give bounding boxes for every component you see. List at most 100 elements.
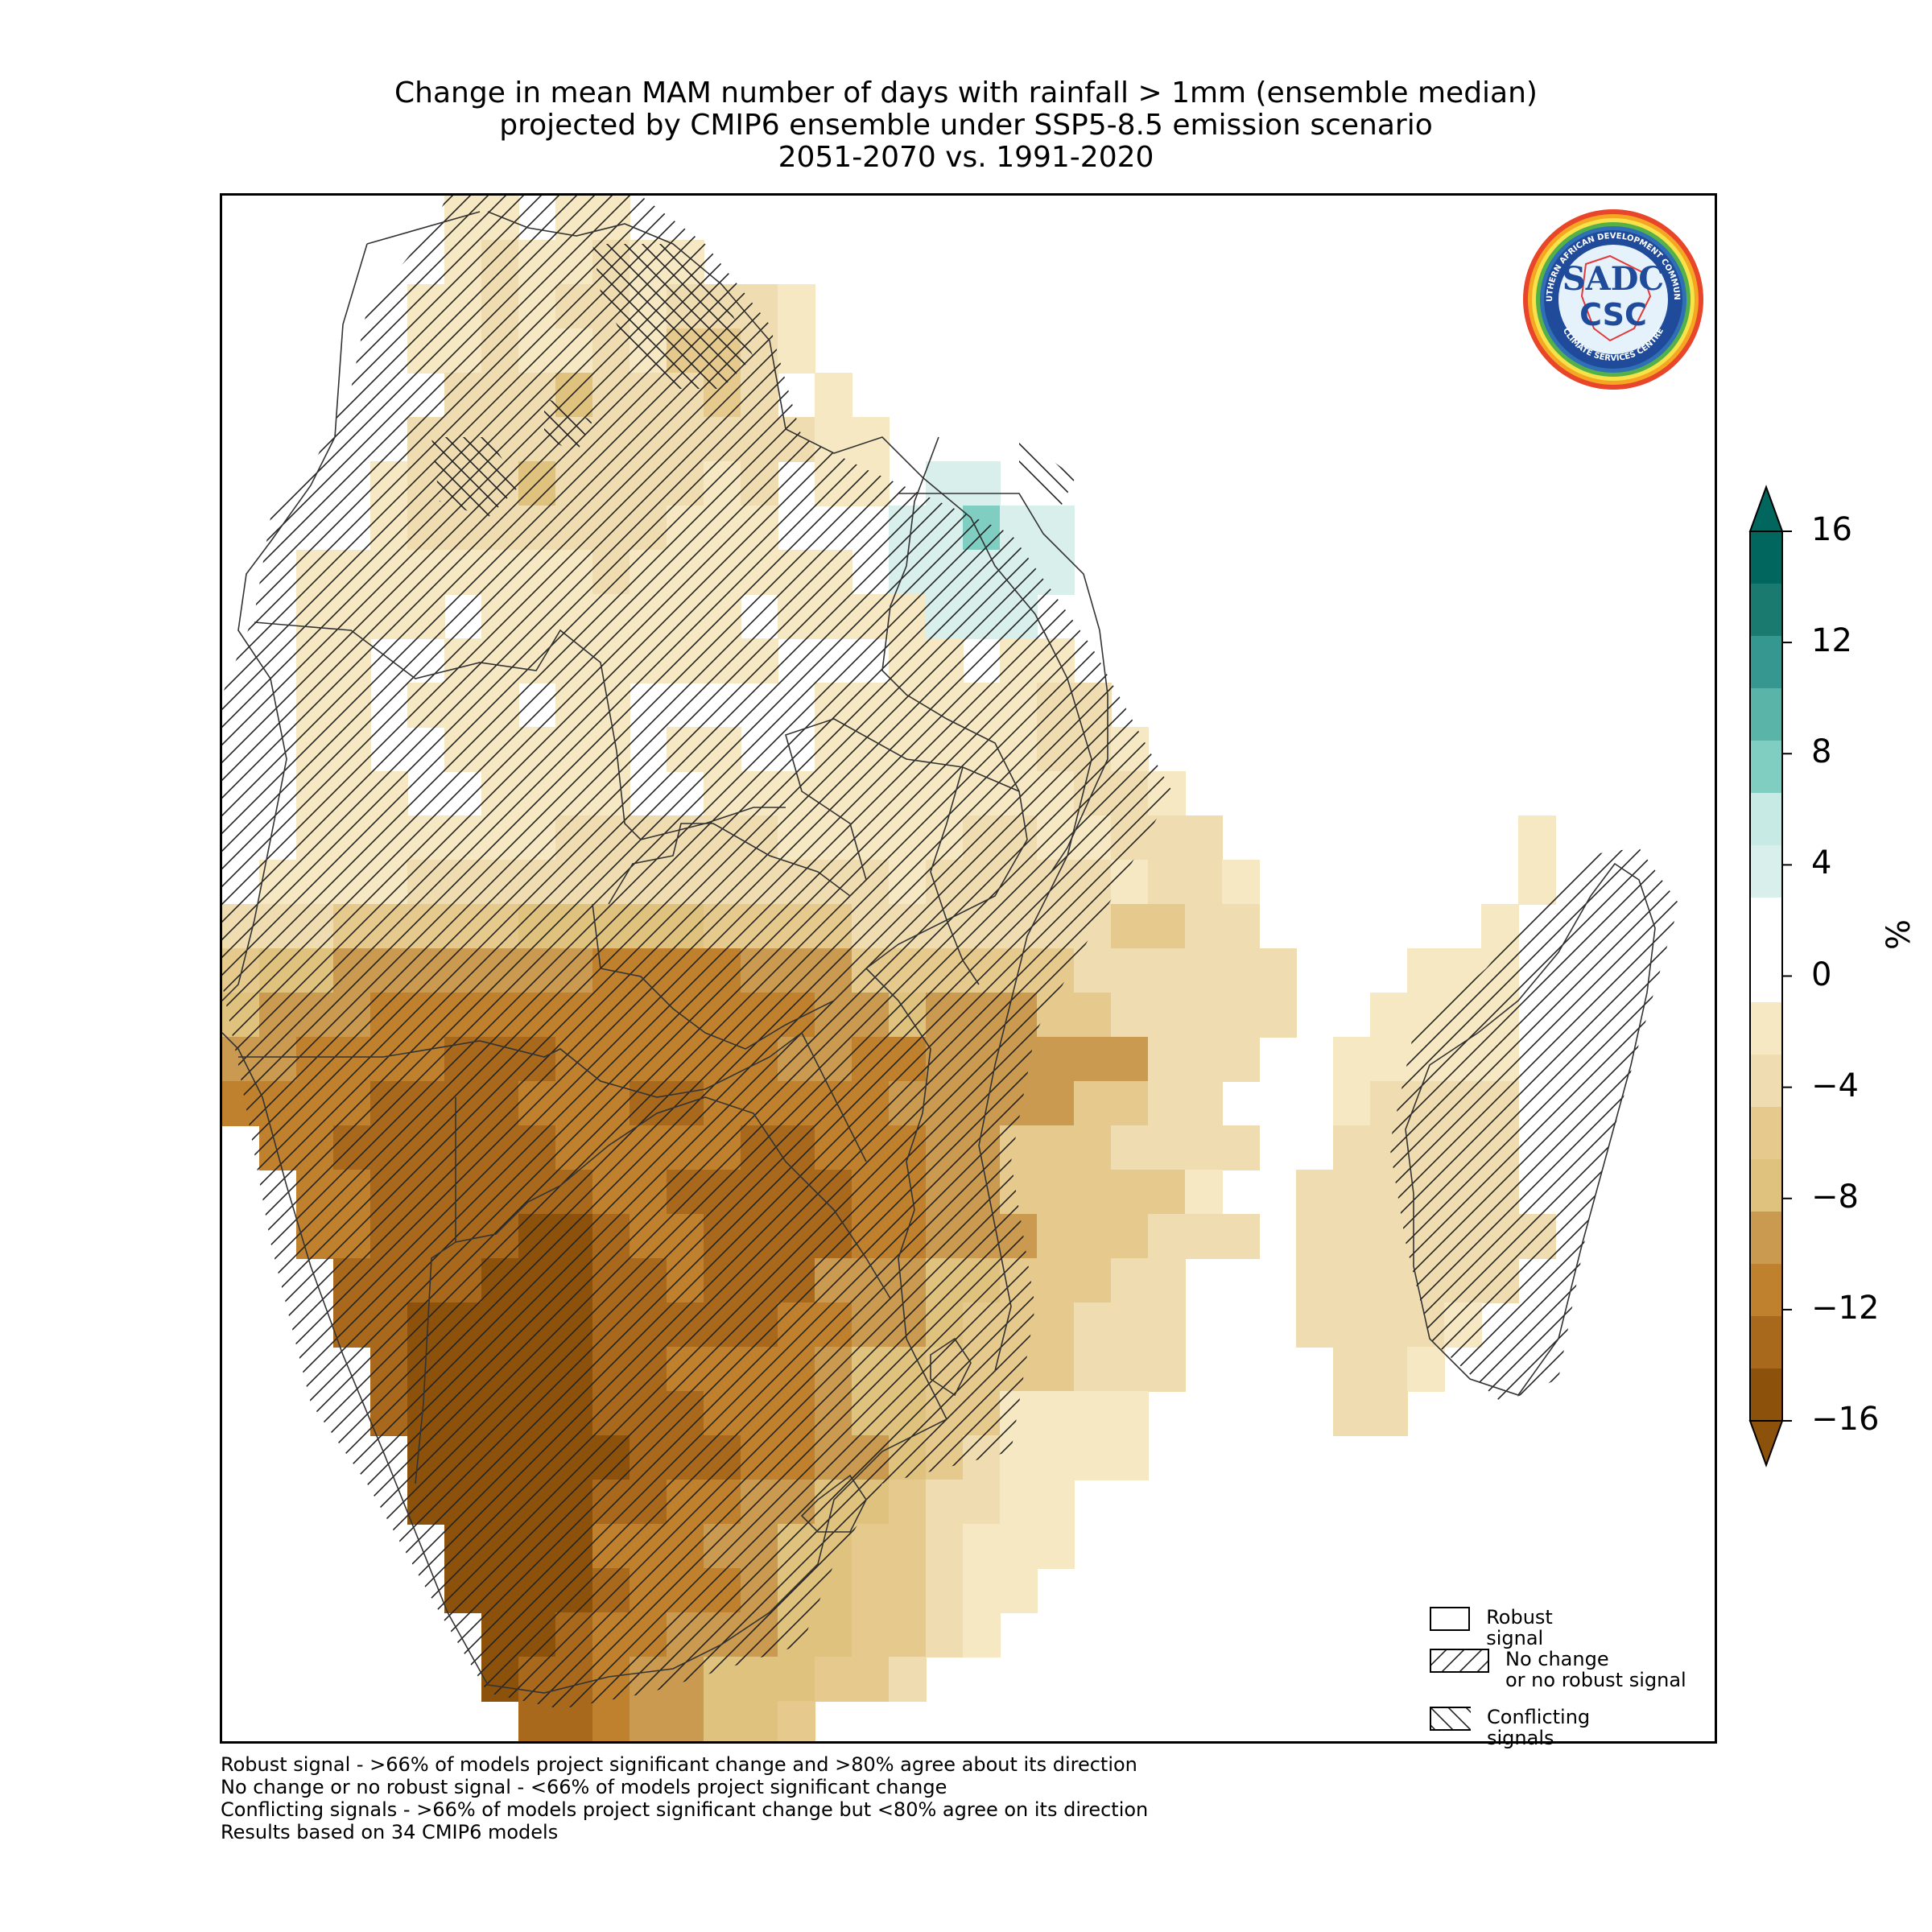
grid-cell — [1222, 948, 1260, 993]
grid-cell — [778, 328, 815, 374]
border-eswatini — [930, 1337, 972, 1397]
grid-cell — [1333, 1214, 1371, 1259]
grid-cell — [1296, 1214, 1334, 1259]
grid-cell — [1037, 1347, 1075, 1392]
grid-cell — [1370, 1391, 1408, 1436]
grid-cell — [1333, 1037, 1371, 1082]
border-botswana-za — [455, 1096, 891, 1299]
grid-cell — [1111, 1125, 1149, 1170]
grid-cell — [1111, 1170, 1149, 1215]
grid-cell — [1333, 1347, 1371, 1392]
grid-cell — [1148, 993, 1186, 1038]
map-panel — [220, 193, 1717, 1744]
conflicting-signal-area-3 — [544, 397, 592, 453]
grid-cell — [1111, 1302, 1149, 1348]
colorbar-ticks — [1782, 530, 1792, 1422]
grid-cell — [741, 1701, 778, 1741]
grid-cell — [963, 1524, 1001, 1569]
grid-cell — [815, 373, 852, 418]
hatch-areas — [222, 196, 1679, 1709]
footnote-no-change: No change or no robust signal - <66% of … — [221, 1776, 947, 1798]
footnote-robust: Robust signal - >66% of models project s… — [221, 1753, 1137, 1776]
grid-cell — [1148, 1125, 1186, 1170]
grid-cell — [963, 1568, 1001, 1613]
grid-cell — [1333, 1302, 1371, 1348]
grid-cell — [1111, 1347, 1149, 1392]
title-line-1: Change in mean MAM number of days with r… — [394, 76, 1538, 109]
grid-cell — [592, 1701, 630, 1741]
colorbar-band — [1750, 1107, 1782, 1160]
grid-cell — [1370, 1214, 1408, 1259]
grid-cell — [1185, 904, 1223, 949]
map-canvas — [222, 196, 1679, 1741]
border-malawi — [930, 766, 980, 985]
grid-cell — [1111, 948, 1149, 993]
grid-cell — [1185, 1037, 1223, 1082]
grid-cell — [1074, 1214, 1112, 1259]
grid-cell — [1185, 815, 1223, 861]
colorbar-unit-label: % — [1880, 919, 1918, 950]
grid-cell — [1037, 1081, 1075, 1126]
colorbar-tick-label: −16 — [1811, 1401, 1880, 1438]
grid-cell — [1185, 1170, 1223, 1215]
colorbar-band — [1750, 1002, 1782, 1055]
grid-cell — [1037, 1391, 1075, 1436]
colorbar-tick-label: −12 — [1811, 1289, 1880, 1327]
grid-cell — [778, 1657, 815, 1702]
grid-cell — [1148, 1347, 1186, 1392]
colorbar-band — [1750, 845, 1782, 898]
border-lesotho — [800, 1474, 867, 1533]
conflicting-signal-area-1 — [592, 244, 753, 389]
grid-cell — [1037, 1125, 1075, 1170]
grid-cell — [1074, 1125, 1112, 1170]
grid-cell — [1222, 904, 1260, 949]
grid-cell — [852, 1657, 890, 1702]
grid-cell — [1074, 1081, 1112, 1126]
colorbar-over-arrow — [1748, 485, 1784, 532]
colorbar-band — [1750, 741, 1782, 794]
colorbar-band — [1750, 584, 1782, 637]
grid-cell — [1074, 1170, 1112, 1215]
grid-cell — [1074, 1435, 1112, 1480]
grid-cell — [1370, 993, 1408, 1038]
grid-cell — [704, 1701, 741, 1741]
grid-cell — [1370, 1302, 1408, 1348]
grid-cell — [1111, 993, 1149, 1038]
grid-cell — [1222, 993, 1260, 1038]
footnote-models: Results based on 34 CMIP6 models — [221, 1821, 559, 1843]
grid-cell — [1111, 1391, 1149, 1436]
logo-monogram: SADC — [1563, 260, 1664, 298]
grid-cell — [1074, 993, 1112, 1038]
grid-cell — [1259, 993, 1297, 1038]
grid-cell — [1148, 1081, 1186, 1126]
grid-cell — [1074, 948, 1112, 993]
colorbar-band — [1750, 950, 1782, 1003]
grid-cell — [1222, 1037, 1260, 1082]
grid-cell — [1074, 1258, 1112, 1303]
border-namibia-botswana — [238, 1031, 867, 1162]
grid-cell — [889, 1568, 927, 1613]
conflicting-signal-area-2 — [431, 437, 520, 518]
grid-cell — [1111, 1037, 1149, 1082]
grid-cell — [1037, 1214, 1075, 1259]
legend-swatch-robust — [1430, 1607, 1471, 1631]
grid-cell — [1000, 1524, 1038, 1569]
logo-abbrev: CSC — [1579, 297, 1647, 332]
colorbar-band — [1750, 688, 1782, 741]
grid-cell — [1037, 1170, 1075, 1215]
grid-cell — [1518, 815, 1556, 861]
grid-cell — [1037, 1302, 1075, 1348]
border-drc-east — [881, 436, 1020, 792]
colorbar-band — [1750, 531, 1782, 584]
grid-cell — [963, 461, 1001, 506]
coastline-mainland — [222, 211, 1092, 1694]
grid-cell — [630, 1701, 667, 1741]
grid-cell — [1185, 1125, 1223, 1170]
grid-cell — [1333, 1391, 1371, 1436]
grid-cell — [1148, 860, 1186, 905]
grid-cell — [926, 1612, 964, 1657]
legend-label-conflicting: Conflicting signals — [1487, 1706, 1591, 1749]
grid-cell — [1296, 1170, 1334, 1215]
grid-cell — [1111, 1214, 1149, 1259]
grid-cell — [1037, 1480, 1075, 1525]
